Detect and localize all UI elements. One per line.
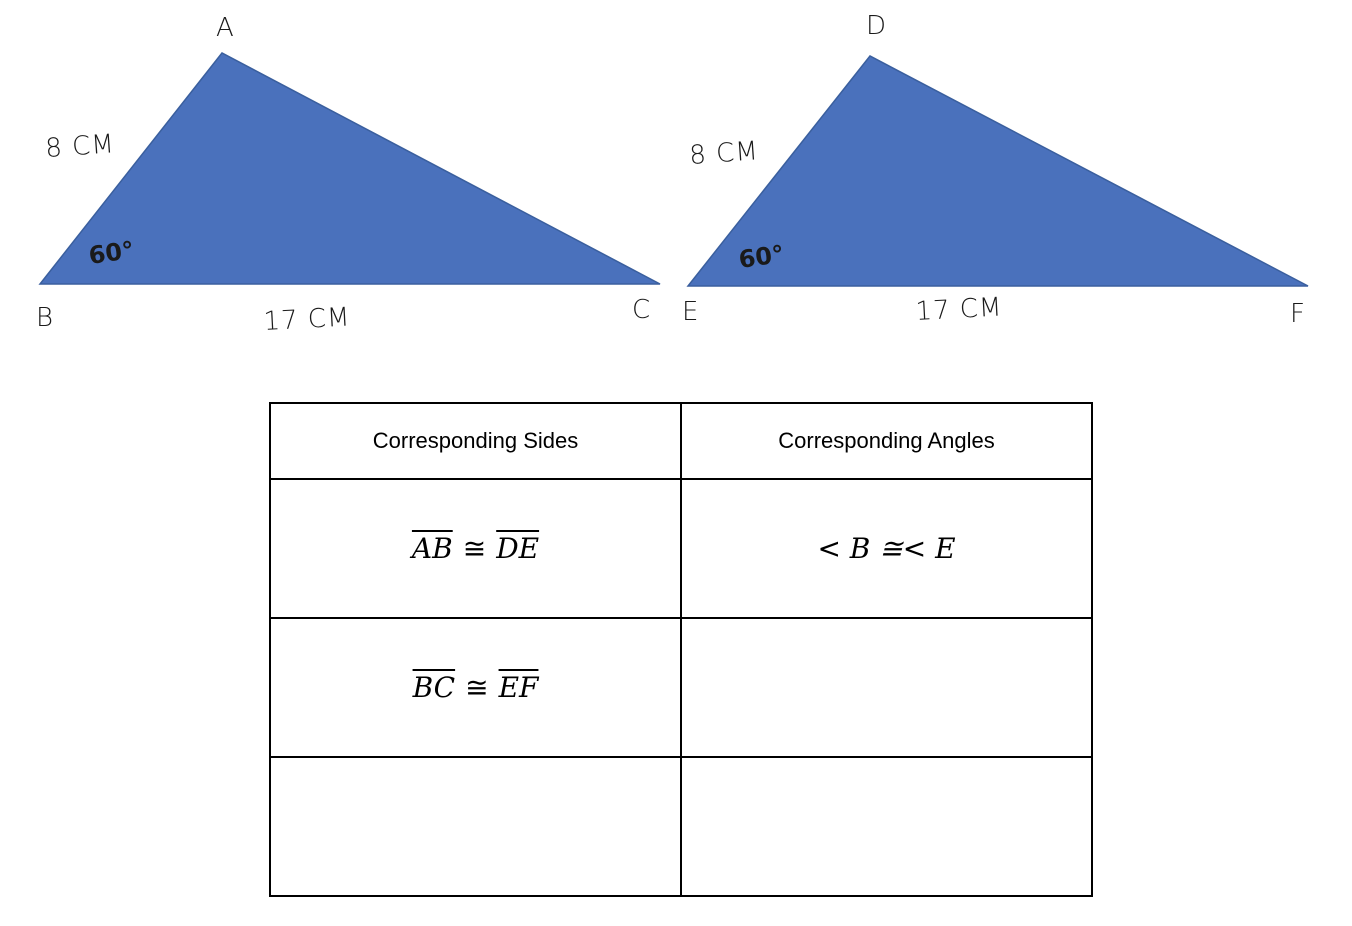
angle-e-label: 60°: [737, 240, 786, 274]
side-bc-length: 17 CM: [263, 302, 351, 337]
table-header-row: Corresponding Sides Corresponding Angles: [269, 402, 1093, 480]
vertex-label-e: E: [682, 297, 698, 327]
correspondence-table-container: Corresponding Sides Corresponding Angles…: [269, 402, 1093, 897]
table-row: BC ≅ EF: [269, 617, 1093, 758]
vertex-label-d: D: [866, 11, 886, 41]
vertex-label-f: F: [1290, 299, 1305, 329]
congruent-symbol: ≅: [462, 532, 487, 565]
segment-ef: EF: [498, 671, 539, 704]
vertex-label-b: B: [36, 303, 53, 333]
segment-de: DE: [496, 532, 540, 565]
side-ef-length: 17 CM: [915, 292, 1003, 327]
triangle-abc: [38, 52, 661, 285]
table-row: AB ≅ DE < B ≅< E: [269, 478, 1093, 619]
vertex-label-a: A: [216, 13, 234, 43]
triangle-def: [686, 55, 1309, 287]
segment-ab: AB: [411, 532, 453, 565]
angle-congruence-b-e: < B ≅< E: [817, 532, 956, 565]
side-cell: AB ≅ DE: [269, 478, 682, 619]
congruent-symbol: ≅: [465, 671, 489, 704]
side-cell-empty: [269, 756, 682, 897]
side-ab-length: 8 CM: [44, 129, 115, 164]
correspondence-table: Corresponding Sides Corresponding Angles…: [269, 402, 1093, 897]
header-corresponding-sides: Corresponding Sides: [269, 402, 682, 480]
vertex-label-c: C: [632, 295, 650, 325]
triangles-diagram: A B C 8 CM 17 CM 60° D E F 8 CM 17 CM 60…: [36, 11, 1309, 337]
angle-cell-empty: [680, 756, 1093, 897]
side-de-length: 8 CM: [688, 136, 759, 171]
angle-b-label: 60°: [87, 236, 136, 270]
side-cell: BC ≅ EF: [269, 617, 682, 758]
header-corresponding-angles: Corresponding Angles: [680, 402, 1093, 480]
segment-bc: BC: [412, 671, 456, 704]
angle-cell-empty: [680, 617, 1093, 758]
table-row: [269, 756, 1093, 897]
angle-cell: < B ≅< E: [680, 478, 1093, 619]
